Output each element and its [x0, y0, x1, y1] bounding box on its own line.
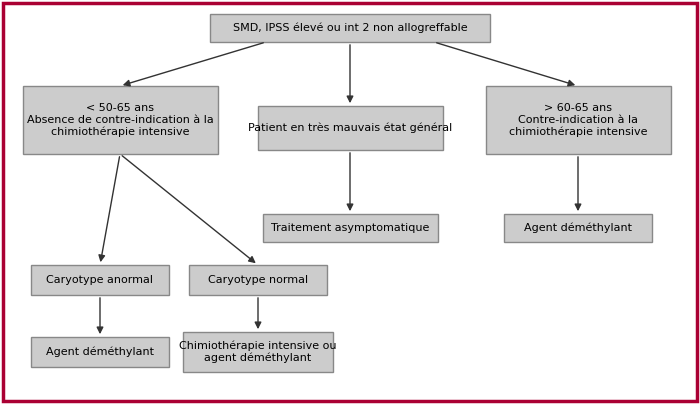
Text: Chimiothérapie intensive ou
agent déméthylant: Chimiothérapie intensive ou agent déméth… [179, 341, 337, 363]
Text: Caryotype anormal: Caryotype anormal [46, 275, 153, 285]
Text: SMD, IPSS élevé ou int 2 non allogreffable: SMD, IPSS élevé ou int 2 non allogreffab… [232, 23, 468, 33]
Bar [262, 214, 438, 242]
Bar [31, 337, 169, 367]
Text: Agent déméthylant: Agent déméthylant [524, 223, 632, 233]
Text: < 50-65 ans
Absence de contre-indication à la
chimiothérapie intensive: < 50-65 ans Absence de contre-indication… [27, 103, 214, 137]
Text: Agent déméthylant: Agent déméthylant [46, 347, 154, 357]
Bar [504, 214, 652, 242]
Bar [189, 265, 327, 295]
Bar [486, 86, 671, 154]
Bar [258, 106, 442, 150]
Bar [183, 332, 333, 372]
Text: Caryotype normal: Caryotype normal [208, 275, 308, 285]
Text: Traitement asymptomatique: Traitement asymptomatique [271, 223, 429, 233]
Bar [31, 265, 169, 295]
Text: Patient en très mauvais état général: Patient en très mauvais état général [248, 123, 452, 133]
Text: > 60-65 ans
Contre-indication à la
chimiothérapie intensive: > 60-65 ans Contre-indication à la chimi… [509, 103, 648, 137]
Bar [22, 86, 218, 154]
Bar [210, 14, 490, 42]
